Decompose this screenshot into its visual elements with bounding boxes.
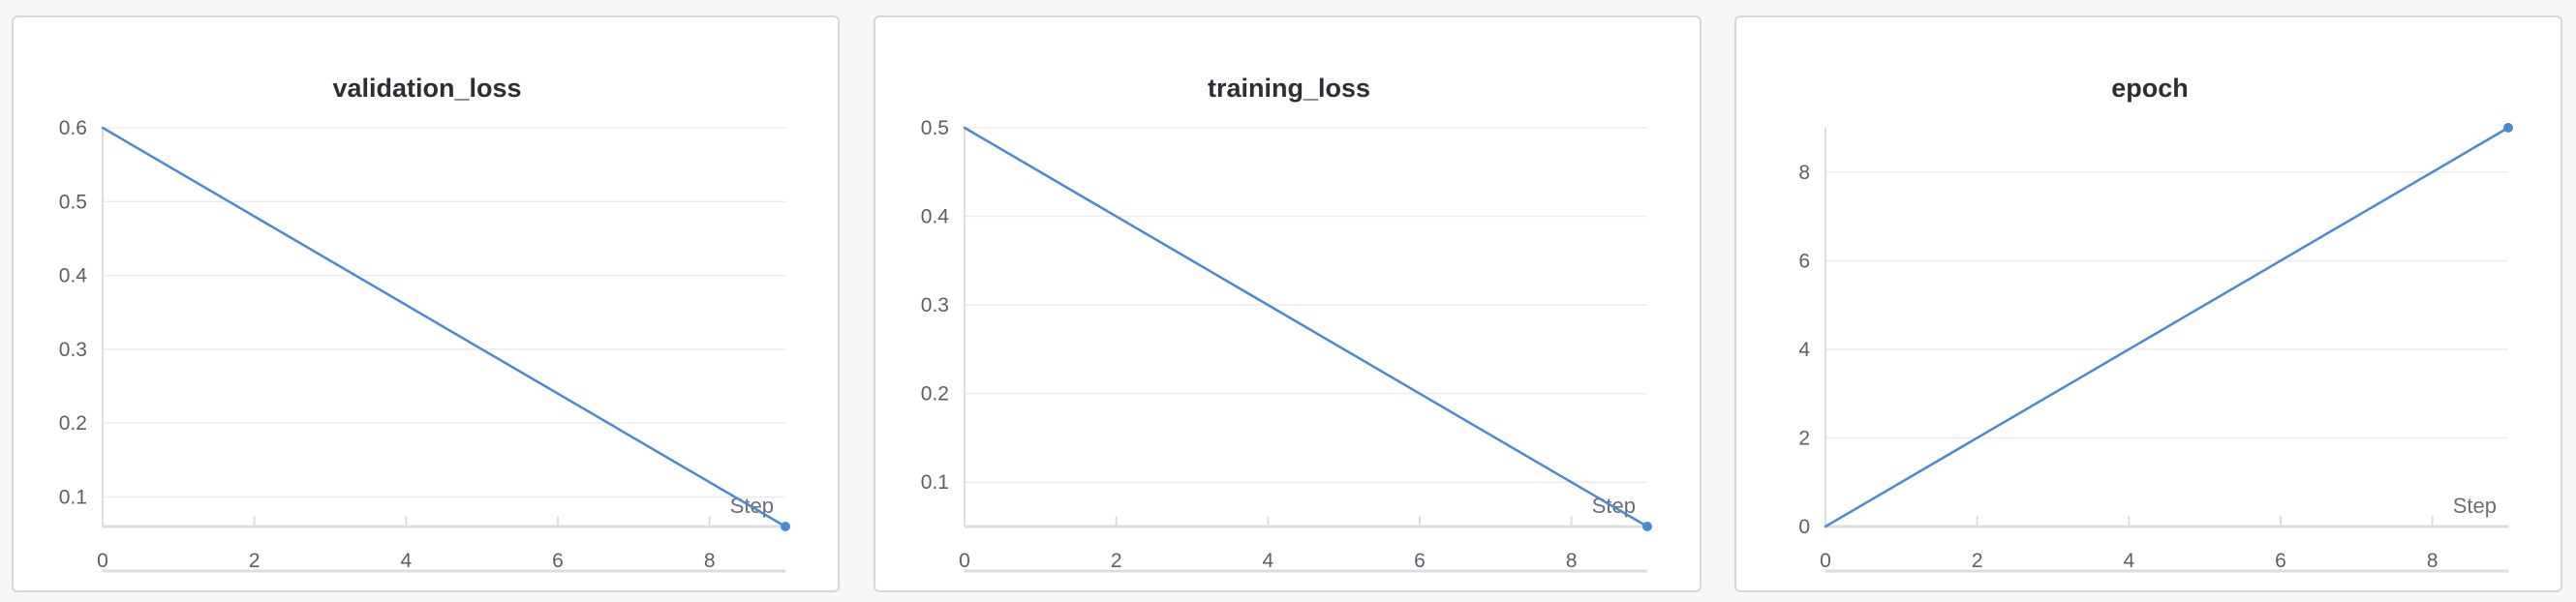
x-tick-label-4: 4: [1262, 550, 1273, 572]
y-tick-label-0-1: 0.1: [921, 471, 949, 494]
x-tick-label-6: 6: [1414, 550, 1426, 572]
y-tick-label-0-4: 0.4: [59, 265, 88, 287]
x-tick-label-4: 4: [400, 550, 412, 572]
series-line: [101, 126, 787, 528]
series-end-point: [2503, 123, 2513, 133]
y-tick-label-2: 2: [1798, 427, 1810, 449]
x-tick-label-8: 8: [2427, 550, 2438, 572]
x-tick-label-8: 8: [704, 550, 716, 572]
y-tick-label-0-2: 0.2: [59, 412, 87, 435]
y-tick-label-6: 6: [1798, 250, 1810, 272]
chart-title: training_loss: [1208, 74, 1370, 103]
y-tick-label-0-3: 0.3: [59, 339, 87, 361]
x-tick-label-0: 0: [1820, 550, 1831, 572]
y-tick-label-0-5: 0.5: [921, 117, 949, 139]
x-tick-label-0: 0: [97, 550, 108, 572]
y-tick-label-0-6: 0.6: [59, 117, 87, 139]
y-tick-label-0-1: 0.1: [59, 486, 87, 508]
x-axis-label: Step: [2453, 494, 2497, 518]
x-tick-label-2: 2: [249, 550, 261, 572]
series-end-point: [1642, 522, 1652, 531]
chart-title: validation_loss: [332, 74, 521, 103]
y-tick-label-0-3: 0.3: [921, 294, 949, 316]
series-line: [963, 126, 1649, 528]
y-tick-label-0-2: 0.2: [921, 383, 949, 406]
y-tick-label-0-4: 0.4: [921, 206, 950, 228]
series-line: [1824, 126, 2510, 528]
y-tick-label-8: 8: [1798, 162, 1810, 184]
y-tick-label-0: 0: [1798, 516, 1810, 538]
x-tick-label-2: 2: [1972, 550, 1983, 572]
x-tick-label-6: 6: [552, 550, 564, 572]
chart-svg: epoch 0 2 4 6 8 0 2 4 6 8 Step: [1798, 74, 2513, 573]
chart-panel-epoch: epoch 0 2 4 6 8 0 2 4 6 8 Step: [1734, 15, 2562, 592]
chart-panel-validation-loss: validation_loss 0.1 0.2 0.3 0.4 0.5 0.6 0 2 4 6 8 St…: [12, 15, 840, 592]
series-end-point: [781, 522, 790, 531]
y-tick-label-4: 4: [1798, 339, 1810, 361]
x-tick-label-4: 4: [2123, 550, 2134, 572]
chart-panel-training-loss: training_loss 0.1 0.2 0.3 0.4 0.5 0 2 4 6 8 Step: [874, 15, 1702, 592]
y-tick-label-0-5: 0.5: [59, 191, 87, 213]
x-tick-label-0: 0: [959, 550, 970, 572]
x-tick-label-6: 6: [2275, 550, 2286, 572]
x-tick-label-8: 8: [1566, 550, 1578, 572]
chart-title: epoch: [2111, 74, 2189, 103]
x-tick-label-2: 2: [1111, 550, 1122, 572]
